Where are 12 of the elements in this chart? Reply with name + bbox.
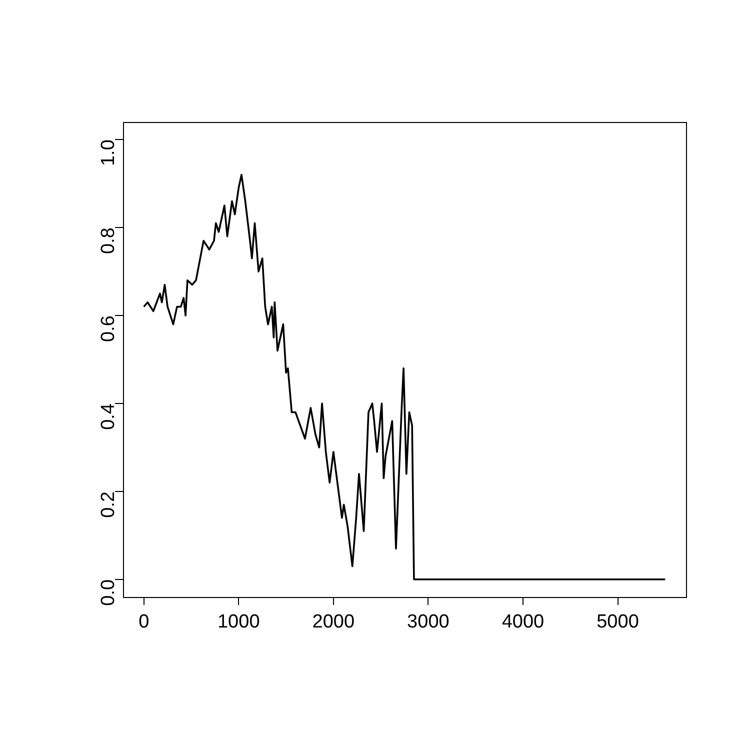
y-tick-label: 0.0 [98,579,120,606]
y-tick-label: 0.8 [98,228,120,254]
x-tick-label: 5000 [596,612,639,633]
y-tick-label: 0.4 [98,403,120,430]
x-tick-label: 1000 [217,612,260,633]
x-tick-label: 4000 [502,612,544,633]
x-tick-label: 0 [138,612,150,633]
x-tick-label: 2000 [312,612,355,633]
y-tick-label: 0.2 [98,491,120,518]
y-tick-label: 1.0 [98,140,120,166]
y-tick-label: 0.6 [98,316,120,342]
x-tick-label: 3000 [407,612,450,633]
